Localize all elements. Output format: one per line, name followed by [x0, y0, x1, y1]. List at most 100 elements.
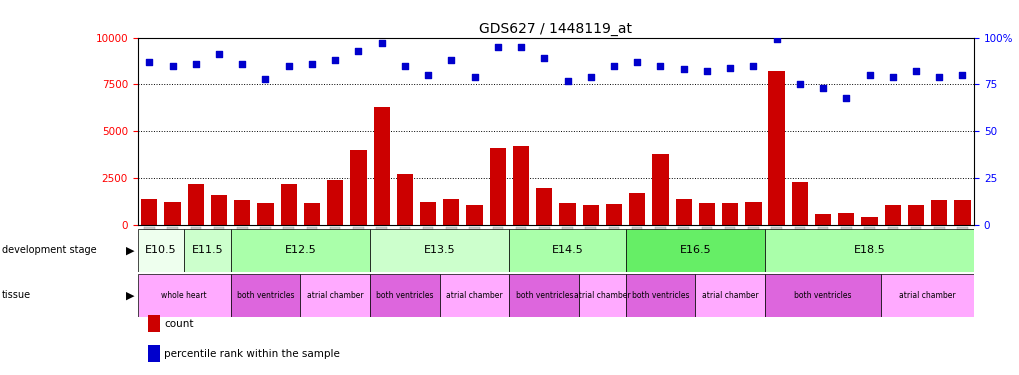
Point [907, 68, 923, 74]
Text: count: count [164, 320, 194, 329]
Point [652, 63, 668, 69]
Bar [625, 274, 695, 317]
Point [373, 40, 389, 46]
Bar [652, 154, 667, 225]
Bar [767, 71, 784, 225]
Bar [861, 217, 876, 225]
Point [257, 76, 273, 82]
Bar [605, 204, 622, 225]
Point [814, 85, 830, 91]
Point [860, 72, 876, 78]
Bar [230, 274, 300, 317]
Bar [764, 274, 880, 317]
Point [558, 78, 575, 84]
Point [211, 51, 227, 57]
Text: percentile rank within the sample: percentile rank within the sample [164, 350, 339, 359]
Point [605, 63, 622, 69]
Point [280, 63, 297, 69]
Bar [791, 182, 807, 225]
Title: GDS627 / 1448119_at: GDS627 / 1448119_at [479, 22, 632, 36]
Bar [187, 184, 204, 225]
Bar [838, 213, 854, 225]
Bar [370, 274, 439, 317]
Point [745, 63, 761, 69]
Text: E10.5: E10.5 [145, 245, 176, 255]
Bar [443, 199, 459, 225]
Point [141, 59, 157, 65]
Text: both ventricles: both ventricles [631, 291, 689, 300]
Bar [764, 229, 973, 272]
Point [675, 66, 691, 72]
Bar [513, 146, 529, 225]
Bar [257, 203, 273, 225]
Text: atrial chamber: atrial chamber [446, 291, 502, 300]
Bar [327, 180, 343, 225]
Bar [304, 203, 320, 225]
Point [791, 81, 807, 87]
Bar [698, 203, 714, 225]
Point [466, 74, 482, 80]
Text: ▶: ▶ [126, 245, 135, 255]
Point [327, 57, 343, 63]
Point [187, 61, 204, 67]
Bar [629, 193, 645, 225]
Bar [420, 202, 436, 225]
Text: whole heart: whole heart [161, 291, 207, 300]
Point [698, 68, 714, 74]
Bar [508, 229, 625, 272]
Bar [814, 214, 830, 225]
Point [164, 63, 180, 69]
Bar [907, 206, 923, 225]
Text: both ventricles: both ventricles [515, 291, 573, 300]
Bar [138, 274, 230, 317]
Bar [954, 200, 970, 225]
Bar [396, 174, 413, 225]
Text: atrial chamber: atrial chamber [899, 291, 955, 300]
Bar [141, 199, 157, 225]
Point [396, 63, 413, 69]
Bar [211, 195, 227, 225]
Point [629, 59, 645, 65]
Point [420, 72, 436, 78]
Point [489, 44, 505, 50]
Bar [536, 188, 552, 225]
Bar [675, 199, 691, 225]
Point [582, 74, 598, 80]
Text: E12.5: E12.5 [284, 245, 316, 255]
Point [304, 61, 320, 67]
Bar [745, 202, 761, 225]
Bar [625, 229, 764, 272]
Text: E11.5: E11.5 [192, 245, 223, 255]
Bar [883, 206, 900, 225]
Bar [582, 206, 598, 225]
Bar [234, 200, 250, 225]
Text: ▶: ▶ [126, 290, 135, 300]
Point [350, 48, 366, 54]
Bar [350, 150, 366, 225]
Point [513, 44, 529, 50]
Bar [721, 203, 738, 225]
Point [721, 64, 738, 70]
Text: E18.5: E18.5 [853, 245, 884, 255]
Point [883, 74, 900, 80]
Point [838, 94, 854, 100]
Point [234, 61, 251, 67]
Text: tissue: tissue [2, 290, 32, 300]
Text: development stage: development stage [2, 245, 97, 255]
Text: E16.5: E16.5 [679, 245, 710, 255]
Point [930, 74, 947, 80]
Bar [280, 184, 297, 225]
Point [536, 55, 552, 61]
Text: atrial chamber: atrial chamber [574, 291, 630, 300]
Bar [230, 229, 370, 272]
Text: E14.5: E14.5 [551, 245, 583, 255]
Bar [579, 274, 625, 317]
Bar [300, 274, 370, 317]
Bar [370, 229, 508, 272]
Bar [439, 274, 508, 317]
Bar [138, 229, 184, 272]
Bar [489, 148, 505, 225]
Bar [164, 202, 180, 225]
Text: both ventricles: both ventricles [794, 291, 851, 300]
Bar [558, 203, 575, 225]
